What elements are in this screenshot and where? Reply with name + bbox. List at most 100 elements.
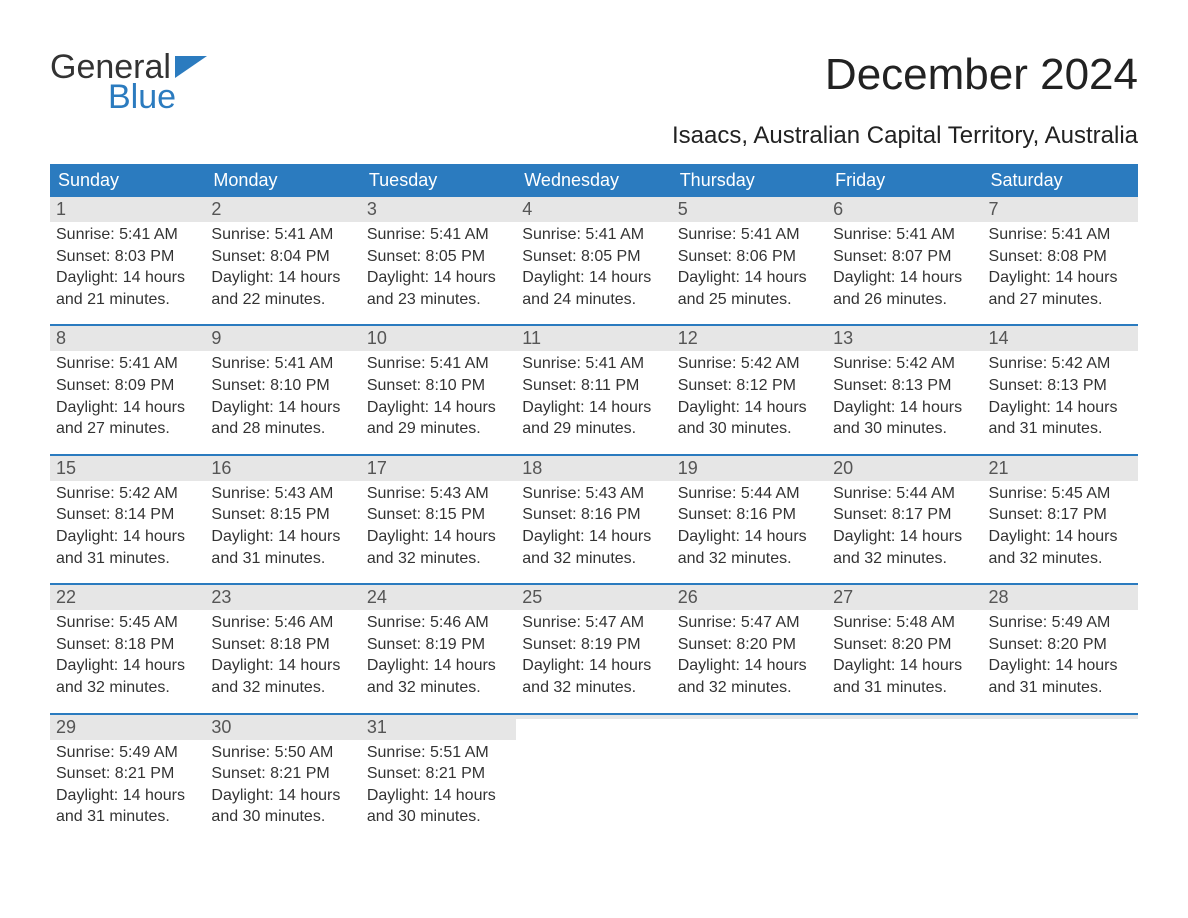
day-number: 28	[983, 585, 1138, 610]
day-cell	[827, 715, 982, 842]
day-cell: 17Sunrise: 5:43 AMSunset: 8:15 PMDayligh…	[361, 456, 516, 583]
day-details: Sunrise: 5:50 AMSunset: 8:21 PMDaylight:…	[205, 740, 360, 828]
day-number: 25	[516, 585, 671, 610]
day-cell	[983, 715, 1138, 842]
week-row: 15Sunrise: 5:42 AMSunset: 8:14 PMDayligh…	[50, 454, 1138, 583]
day-number: 4	[516, 197, 671, 222]
weekday-thursday: Thursday	[672, 164, 827, 197]
day-cell: 7Sunrise: 5:41 AMSunset: 8:08 PMDaylight…	[983, 197, 1138, 324]
day-cell: 8Sunrise: 5:41 AMSunset: 8:09 PMDaylight…	[50, 326, 205, 453]
day-details: Sunrise: 5:44 AMSunset: 8:16 PMDaylight:…	[672, 481, 827, 569]
day-details: Sunrise: 5:46 AMSunset: 8:19 PMDaylight:…	[361, 610, 516, 698]
day-number: 14	[983, 326, 1138, 351]
day-cell: 29Sunrise: 5:49 AMSunset: 8:21 PMDayligh…	[50, 715, 205, 842]
day-number: 11	[516, 326, 671, 351]
day-cell: 31Sunrise: 5:51 AMSunset: 8:21 PMDayligh…	[361, 715, 516, 842]
day-details: Sunrise: 5:41 AMSunset: 8:05 PMDaylight:…	[361, 222, 516, 310]
day-number: 3	[361, 197, 516, 222]
day-number: 19	[672, 456, 827, 481]
day-cell	[516, 715, 671, 842]
day-details: Sunrise: 5:41 AMSunset: 8:10 PMDaylight:…	[361, 351, 516, 439]
week-row: 1Sunrise: 5:41 AMSunset: 8:03 PMDaylight…	[50, 197, 1138, 324]
weekday-tuesday: Tuesday	[361, 164, 516, 197]
day-cell: 3Sunrise: 5:41 AMSunset: 8:05 PMDaylight…	[361, 197, 516, 324]
day-details: Sunrise: 5:43 AMSunset: 8:15 PMDaylight:…	[205, 481, 360, 569]
day-details: Sunrise: 5:48 AMSunset: 8:20 PMDaylight:…	[827, 610, 982, 698]
day-cell: 16Sunrise: 5:43 AMSunset: 8:15 PMDayligh…	[205, 456, 360, 583]
day-number: 13	[827, 326, 982, 351]
day-number: 7	[983, 197, 1138, 222]
header: General Blue December 2024	[50, 50, 1138, 114]
day-cell: 20Sunrise: 5:44 AMSunset: 8:17 PMDayligh…	[827, 456, 982, 583]
weekday-header-row: SundayMondayTuesdayWednesdayThursdayFrid…	[50, 164, 1138, 197]
day-cell: 5Sunrise: 5:41 AMSunset: 8:06 PMDaylight…	[672, 197, 827, 324]
day-details: Sunrise: 5:42 AMSunset: 8:13 PMDaylight:…	[983, 351, 1138, 439]
day-cell: 2Sunrise: 5:41 AMSunset: 8:04 PMDaylight…	[205, 197, 360, 324]
day-details: Sunrise: 5:47 AMSunset: 8:20 PMDaylight:…	[672, 610, 827, 698]
day-cell: 6Sunrise: 5:41 AMSunset: 8:07 PMDaylight…	[827, 197, 982, 324]
day-cell	[672, 715, 827, 842]
day-details: Sunrise: 5:41 AMSunset: 8:04 PMDaylight:…	[205, 222, 360, 310]
day-details: Sunrise: 5:41 AMSunset: 8:03 PMDaylight:…	[50, 222, 205, 310]
day-details: Sunrise: 5:41 AMSunset: 8:05 PMDaylight:…	[516, 222, 671, 310]
day-cell: 1Sunrise: 5:41 AMSunset: 8:03 PMDaylight…	[50, 197, 205, 324]
flag-icon	[175, 50, 207, 84]
day-number: 23	[205, 585, 360, 610]
day-cell: 10Sunrise: 5:41 AMSunset: 8:10 PMDayligh…	[361, 326, 516, 453]
day-details: Sunrise: 5:41 AMSunset: 8:09 PMDaylight:…	[50, 351, 205, 439]
week-row: 29Sunrise: 5:49 AMSunset: 8:21 PMDayligh…	[50, 713, 1138, 842]
logo: General Blue	[50, 50, 207, 114]
day-details: Sunrise: 5:43 AMSunset: 8:16 PMDaylight:…	[516, 481, 671, 569]
day-number: 18	[516, 456, 671, 481]
day-details: Sunrise: 5:41 AMSunset: 8:08 PMDaylight:…	[983, 222, 1138, 310]
day-number: 27	[827, 585, 982, 610]
day-number: 21	[983, 456, 1138, 481]
day-number: 15	[50, 456, 205, 481]
page-title: December 2024	[825, 50, 1138, 100]
day-number: 17	[361, 456, 516, 481]
day-cell: 11Sunrise: 5:41 AMSunset: 8:11 PMDayligh…	[516, 326, 671, 453]
day-details: Sunrise: 5:46 AMSunset: 8:18 PMDaylight:…	[205, 610, 360, 698]
weekday-wednesday: Wednesday	[516, 164, 671, 197]
logo-text-blue: Blue	[108, 80, 207, 114]
day-number: 9	[205, 326, 360, 351]
calendar: SundayMondayTuesdayWednesdayThursdayFrid…	[50, 164, 1138, 842]
day-number: 16	[205, 456, 360, 481]
day-cell: 24Sunrise: 5:46 AMSunset: 8:19 PMDayligh…	[361, 585, 516, 712]
day-number: 31	[361, 715, 516, 740]
day-details: Sunrise: 5:47 AMSunset: 8:19 PMDaylight:…	[516, 610, 671, 698]
weekday-monday: Monday	[205, 164, 360, 197]
day-details: Sunrise: 5:41 AMSunset: 8:11 PMDaylight:…	[516, 351, 671, 439]
day-details: Sunrise: 5:45 AMSunset: 8:18 PMDaylight:…	[50, 610, 205, 698]
weekday-friday: Friday	[827, 164, 982, 197]
day-number: 6	[827, 197, 982, 222]
location-subtitle: Isaacs, Australian Capital Territory, Au…	[50, 122, 1138, 150]
day-cell: 13Sunrise: 5:42 AMSunset: 8:13 PMDayligh…	[827, 326, 982, 453]
day-details: Sunrise: 5:45 AMSunset: 8:17 PMDaylight:…	[983, 481, 1138, 569]
day-details: Sunrise: 5:41 AMSunset: 8:10 PMDaylight:…	[205, 351, 360, 439]
week-row: 22Sunrise: 5:45 AMSunset: 8:18 PMDayligh…	[50, 583, 1138, 712]
day-details: Sunrise: 5:43 AMSunset: 8:15 PMDaylight:…	[361, 481, 516, 569]
day-number: 12	[672, 326, 827, 351]
day-cell: 14Sunrise: 5:42 AMSunset: 8:13 PMDayligh…	[983, 326, 1138, 453]
day-number: 30	[205, 715, 360, 740]
day-details: Sunrise: 5:42 AMSunset: 8:14 PMDaylight:…	[50, 481, 205, 569]
day-number: 2	[205, 197, 360, 222]
day-cell: 21Sunrise: 5:45 AMSunset: 8:17 PMDayligh…	[983, 456, 1138, 583]
day-number: 24	[361, 585, 516, 610]
day-cell: 27Sunrise: 5:48 AMSunset: 8:20 PMDayligh…	[827, 585, 982, 712]
day-details: Sunrise: 5:42 AMSunset: 8:13 PMDaylight:…	[827, 351, 982, 439]
week-row: 8Sunrise: 5:41 AMSunset: 8:09 PMDaylight…	[50, 324, 1138, 453]
day-details: Sunrise: 5:41 AMSunset: 8:06 PMDaylight:…	[672, 222, 827, 310]
day-cell: 19Sunrise: 5:44 AMSunset: 8:16 PMDayligh…	[672, 456, 827, 583]
day-cell: 12Sunrise: 5:42 AMSunset: 8:12 PMDayligh…	[672, 326, 827, 453]
day-number: 20	[827, 456, 982, 481]
day-cell: 15Sunrise: 5:42 AMSunset: 8:14 PMDayligh…	[50, 456, 205, 583]
day-cell: 4Sunrise: 5:41 AMSunset: 8:05 PMDaylight…	[516, 197, 671, 324]
day-cell: 18Sunrise: 5:43 AMSunset: 8:16 PMDayligh…	[516, 456, 671, 583]
day-number: 5	[672, 197, 827, 222]
day-details: Sunrise: 5:44 AMSunset: 8:17 PMDaylight:…	[827, 481, 982, 569]
day-cell: 30Sunrise: 5:50 AMSunset: 8:21 PMDayligh…	[205, 715, 360, 842]
day-details: Sunrise: 5:41 AMSunset: 8:07 PMDaylight:…	[827, 222, 982, 310]
day-cell: 28Sunrise: 5:49 AMSunset: 8:20 PMDayligh…	[983, 585, 1138, 712]
